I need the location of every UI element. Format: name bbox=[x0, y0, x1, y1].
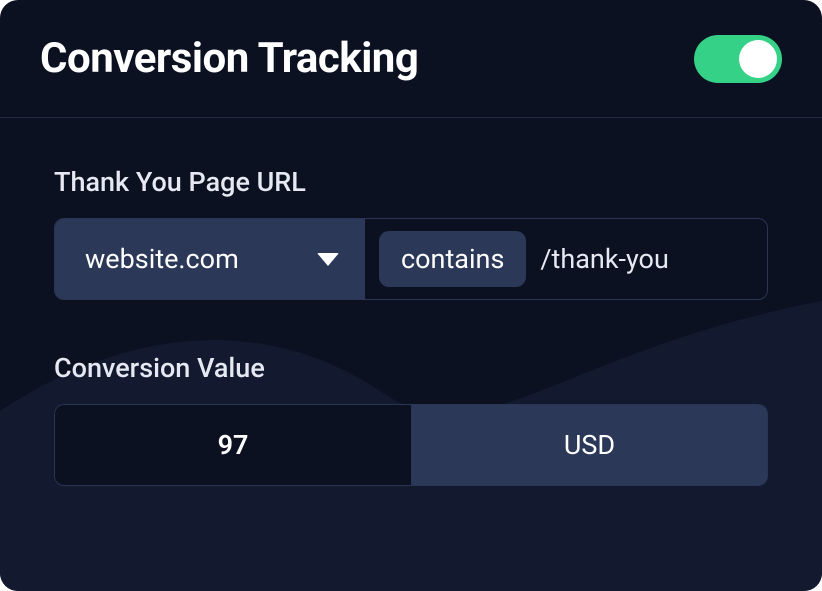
match-mode-wrap: contains bbox=[365, 219, 526, 299]
chevron-down-icon bbox=[317, 253, 339, 266]
page-title: Conversion Tracking bbox=[40, 34, 418, 83]
domain-select[interactable]: website.com bbox=[55, 219, 365, 299]
conversion-tracking-card: Conversion Tracking Thank You Page URL w… bbox=[0, 0, 822, 591]
url-path-input[interactable]: /thank-you bbox=[526, 219, 767, 299]
tracking-toggle[interactable] bbox=[694, 35, 782, 83]
currency-select[interactable]: USD bbox=[411, 404, 768, 486]
card-body: Thank You Page URL website.com contains … bbox=[0, 118, 822, 526]
thank-you-url-row: website.com contains /thank-you bbox=[54, 218, 768, 300]
conversion-value-label: Conversion Value bbox=[54, 352, 768, 384]
thank-you-url-label: Thank You Page URL bbox=[54, 166, 768, 198]
match-mode-chip[interactable]: contains bbox=[379, 231, 526, 287]
conversion-amount-input[interactable]: 97 bbox=[54, 404, 411, 486]
toggle-knob bbox=[739, 40, 777, 78]
domain-select-value: website.com bbox=[85, 243, 239, 275]
conversion-value-row: 97 USD bbox=[54, 404, 768, 486]
header: Conversion Tracking bbox=[0, 0, 822, 118]
